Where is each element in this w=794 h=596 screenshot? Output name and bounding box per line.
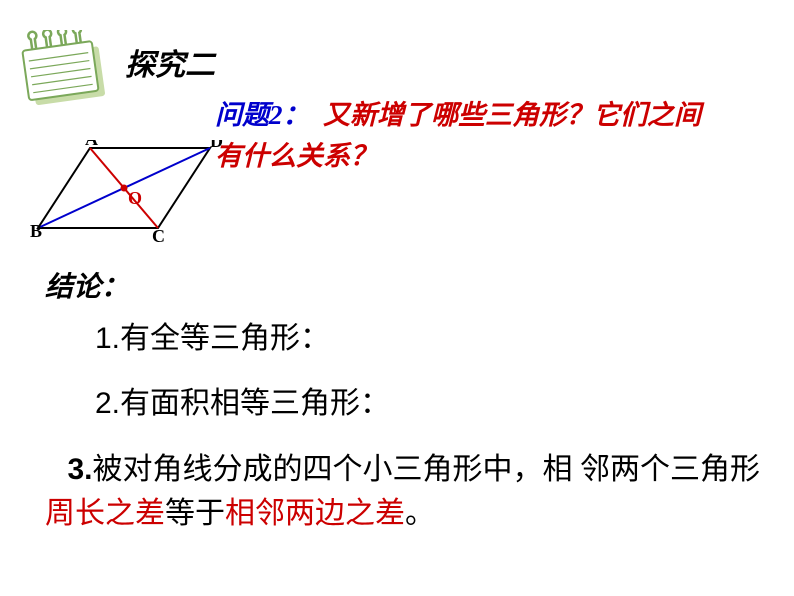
vertex-a-label: A [85, 140, 98, 149]
question-text: 问题2： 又新增了哪些三角形？它们之间有什么关系？ [215, 95, 725, 176]
item3-r2: 相邻两边之差 [225, 497, 405, 530]
item1-num: 1. [95, 322, 120, 355]
question-prefix: 问题 [215, 100, 269, 130]
item3-t3: 。 [405, 497, 435, 530]
item3-r1: 周长之差 [45, 497, 165, 530]
conclusion-item-1: 1.有全等三角形： [95, 313, 330, 357]
vertex-o-label: O [128, 188, 142, 208]
conclusion-heading: 结论： [45, 265, 129, 305]
notebook-icon [10, 30, 120, 110]
item2-num: 2. [95, 387, 120, 420]
vertex-b-label: B [30, 221, 42, 241]
vertex-d-label: D [210, 140, 223, 151]
vertex-c-label: C [152, 226, 165, 246]
section-title: 探究二 [125, 40, 215, 84]
item3-num: 3. [68, 453, 93, 486]
item3-t2: 等于 [165, 497, 225, 530]
item3-t1: 被对角线分成的四个小三角形中，相 邻两个三角形 [93, 453, 761, 486]
parallelogram-diagram: A D B C O [30, 140, 230, 255]
question-colon: ： [283, 100, 310, 130]
conclusion-item-2: 2.有面积相等三角形： [95, 378, 390, 422]
item2-text: 有面积相等三角形： [120, 387, 390, 420]
question-number: 2 [269, 100, 283, 130]
item1-text: 有全等三角形： [120, 322, 330, 355]
conclusion-item-3: 3.被对角线分成的四个小三角形中，相 邻两个三角形周长之差等于相邻两边之差。 [45, 448, 765, 535]
